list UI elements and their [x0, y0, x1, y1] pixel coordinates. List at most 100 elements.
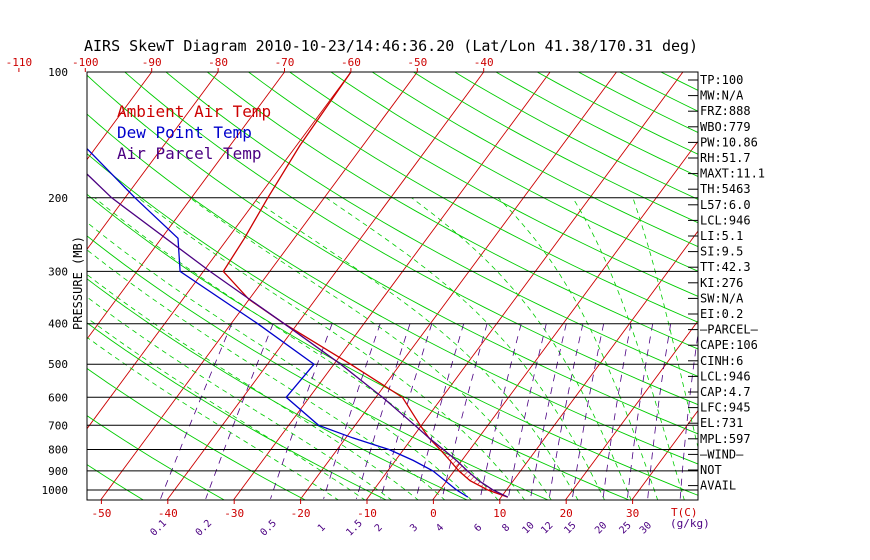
moist-adiabat-line	[138, 197, 526, 500]
pressure-tick-label: 600	[48, 391, 68, 404]
mixing-ratio-label: 6	[472, 522, 484, 534]
dry-adiabat-line	[826, 72, 870, 501]
pressure-tick-label: 900	[48, 465, 68, 478]
mixing-ratio-label: 1.5	[344, 518, 365, 539]
mixing-ratio-line	[627, 323, 654, 499]
plot-frame	[86, 71, 699, 501]
moist-adiabat-line	[87, 317, 366, 500]
mixing-ratio-label: 20	[593, 520, 609, 536]
moist-adiabat-lines	[87, 197, 698, 500]
index-value: RH:51.7	[700, 151, 751, 165]
chart-title: AIRS SkewT Diagram 2010-10-23/14:46:36.2…	[84, 37, 698, 55]
moist-adiabat-line	[87, 336, 340, 500]
isotherm-line	[432, 140, 698, 500]
mixing-ratio-label: 1	[316, 522, 328, 534]
dry-adiabat-line	[87, 153, 698, 496]
dry-adiabat-line	[87, 367, 307, 500]
isotherm-line	[631, 409, 698, 500]
pressure-tick-label: 300	[48, 265, 68, 278]
mixing-ratio-label: 4	[434, 522, 446, 534]
top-temp-tick-label: -50	[407, 56, 427, 69]
mixing-ratio-line	[548, 323, 584, 499]
mixing-ratio-labels: 0.1 0.2 0.5 1 1.5 2 3 4 6 8 10 12 15 20 25 30	[148, 518, 654, 539]
moist-adiabat-line	[325, 197, 605, 500]
top-temp-tick-label: -40	[474, 56, 494, 69]
bottom-temp-tick-label: -20	[291, 507, 311, 520]
bottom-temp-axis: -50 -40 -30 -20 -10 0 10 20 30	[91, 500, 639, 520]
moist-adiabat-line	[87, 274, 419, 500]
index-value: CINH:6	[700, 354, 743, 368]
index-value: PW:10.86	[700, 135, 758, 149]
series-line-dew-point-temp	[87, 147, 469, 498]
dry-adiabat-line	[87, 415, 226, 500]
legend-entry: Air Parcel Temp	[117, 144, 262, 163]
index-value: FRZ:888	[700, 104, 751, 118]
dry-adiabat-line	[743, 72, 870, 501]
index-value: TH:5463	[700, 182, 751, 196]
pressure-lines	[87, 197, 698, 491]
bottom-temp-tick-label: -50	[91, 507, 111, 520]
dry-adiabat-line	[87, 235, 550, 500]
mixing-ratio-label: 10	[520, 520, 536, 536]
moist-adiabat-line	[87, 296, 393, 500]
moist-adiabat-line	[87, 221, 473, 500]
y-axis-label: PRESSURE (MB)	[71, 236, 85, 330]
series-line-air-parcel-temp	[87, 173, 509, 498]
isotherm-line	[87, 72, 219, 250]
mixing-ratio-line	[441, 323, 488, 499]
dry-adiabat-line	[207, 72, 698, 350]
isotherm-line	[564, 320, 698, 500]
legend-entry: Ambient Air Temp	[117, 102, 271, 121]
dry-adiabat-line	[0, 72, 63, 501]
index-value: MPL:597	[700, 432, 751, 446]
bottom-temp-tick-label: 30	[626, 507, 639, 520]
index-value: MW:N/A	[700, 89, 744, 103]
index-value: CAPE:106	[700, 338, 758, 352]
legend-entry: Dew Point Temp	[117, 123, 252, 142]
index-value: TP:100	[700, 73, 743, 87]
isotherm-line	[87, 72, 352, 430]
isotherm-line	[100, 72, 418, 500]
top-temp-axis: -120-110-100-90-80-70-60-50-40	[6, 56, 494, 72]
legend: Ambient Air Temp Dew Point Temp Air Parcel…	[117, 102, 271, 163]
dry-adiabat-line	[87, 278, 469, 500]
dry-adiabat-line	[248, 72, 698, 323]
mixing-ratio-line	[160, 323, 233, 500]
index-value: LFC:945	[700, 401, 751, 415]
bottom-temp-tick-label: 10	[493, 507, 506, 520]
mixing-ratio-line	[356, 323, 411, 500]
dry-adiabat-line	[289, 72, 698, 297]
pressure-axis: 100 200 300 400 500 600 700 800 900 1000	[42, 66, 69, 497]
mixing-ratio-label: 0.2	[194, 518, 215, 539]
mixing-ratio-label: 12	[539, 520, 555, 536]
profile-series	[87, 72, 509, 498]
mixing-ratio-line	[602, 323, 632, 499]
index-value: CAP:4.7	[700, 385, 751, 399]
mixing-ratio-line	[571, 323, 605, 499]
moist-adiabat-line	[189, 197, 552, 500]
top-temp-tick-label: -70	[275, 56, 295, 69]
mixing-ratio-line	[380, 323, 433, 500]
isotherm-line	[87, 72, 153, 161]
dry-adiabat-line	[330, 72, 698, 272]
dry-adiabat-line	[413, 72, 698, 224]
top-temp-tick-label: -100	[72, 56, 99, 69]
dry-adiabat-line	[454, 72, 698, 200]
mixing-ratio-line	[479, 323, 522, 499]
index-value: EI:0.2	[700, 307, 743, 321]
index-value: KI:276	[700, 276, 743, 290]
mixing-ratio-unit-label: (g/kg)	[670, 517, 710, 530]
moist-adiabat-line	[411, 197, 632, 500]
moist-adiabat-line	[87, 249, 446, 500]
mixing-ratio-line	[507, 323, 547, 499]
isotherm-line	[0, 72, 19, 501]
top-temp-tick-label: -90	[142, 56, 162, 69]
mixing-ratio-line	[679, 331, 698, 499]
index-value: SW:N/A	[700, 291, 744, 305]
bottom-temp-tick-label: -30	[224, 507, 244, 520]
moist-adiabat-line	[497, 197, 659, 500]
top-temp-tick-label: -60	[341, 56, 361, 69]
pressure-tick-label: 200	[48, 192, 68, 205]
bottom-temp-tick-label: 20	[560, 507, 573, 520]
